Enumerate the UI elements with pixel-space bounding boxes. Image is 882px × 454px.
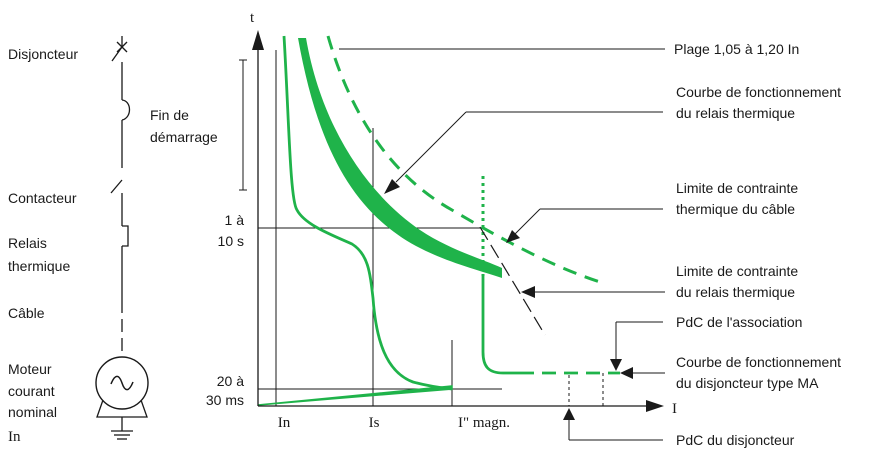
label-fin-de: Fin de bbox=[150, 107, 189, 123]
annotation-relay-limit-2: du relais thermique bbox=[676, 284, 795, 300]
x-tick-in: In bbox=[278, 415, 291, 431]
magnetic-coil bbox=[121, 99, 131, 121]
y-tick-20-30ms-line1: 20 à bbox=[217, 373, 244, 389]
relay-curve-band bbox=[298, 38, 502, 278]
label-in-motor: In bbox=[8, 429, 21, 445]
annotation-relay-curve-1: Courbe de fonctionnement bbox=[676, 84, 841, 100]
label-thermique: thermique bbox=[8, 258, 70, 274]
cable-limit-arrow-icon bbox=[506, 230, 520, 243]
annotation-pdc-assoc: PdC de l'association bbox=[676, 314, 802, 330]
label-cable: Câble bbox=[8, 305, 45, 321]
breaker-contact bbox=[111, 46, 123, 62]
annotation-pdc-breaker: PdC du disjoncteur bbox=[676, 432, 795, 448]
curves bbox=[257, 35, 620, 406]
label-nominal: nominal bbox=[8, 404, 57, 420]
relay-curve-arrow-icon bbox=[384, 179, 400, 194]
y-axis-arrow-icon bbox=[252, 30, 264, 50]
label-contacteur: Contacteur bbox=[8, 190, 77, 206]
annotation-relay-curve-2: du relais thermique bbox=[676, 105, 795, 121]
pdc-breaker-arrow-icon bbox=[563, 408, 575, 420]
label-moteur: Moteur bbox=[8, 361, 52, 377]
label-demarrage: démarrage bbox=[150, 129, 218, 145]
ac-wave-icon bbox=[110, 375, 134, 391]
y-tick-1-10s-line1: 1 à bbox=[225, 212, 245, 228]
x-axis-arrow-icon bbox=[646, 400, 664, 412]
circuit-schematic: ~ bbox=[95, 36, 149, 440]
thermal-relay-symbol bbox=[122, 225, 129, 247]
cable-limit-curve bbox=[326, 35, 604, 285]
startup-indicator: Fin de démarrage bbox=[150, 59, 247, 191]
motor-circle bbox=[95, 356, 149, 410]
y-tick-20-30ms-line2: 30 ms bbox=[206, 392, 244, 408]
breaker-curve-solid bbox=[481, 276, 520, 375]
relay-limit-arrow-icon bbox=[521, 286, 535, 298]
relay-curve-leader bbox=[395, 111, 467, 183]
y-tick-1-10s-line2: 10 s bbox=[218, 233, 244, 249]
label-disjoncteur: Disjoncteur bbox=[8, 46, 78, 62]
axes: t I 1 à 10 s 20 à 30 ms In Is I" magn. bbox=[206, 10, 677, 431]
circuit-labels: Disjoncteur Contacteur Relais thermique … bbox=[8, 46, 78, 445]
annotations: Plage 1,05 à 1,20 In Courbe de fonctionn… bbox=[339, 41, 841, 448]
annotation-cable-limit-1: Limite de contrainte bbox=[676, 180, 798, 196]
annotation-relay-limit-1: Limite de contrainte bbox=[676, 263, 798, 279]
annotation-cable-limit-2: thermique du câble bbox=[676, 201, 795, 217]
breaker-curve-arrow-icon bbox=[620, 367, 633, 379]
x-tick-imagn: I" magn. bbox=[458, 415, 510, 431]
x-axis-title: I bbox=[672, 401, 677, 417]
contactor-contact bbox=[110, 179, 123, 194]
annotation-breaker-curve-1: Courbe de fonctionnement bbox=[676, 354, 841, 370]
label-relais: Relais bbox=[8, 235, 47, 251]
x-tick-is: Is bbox=[369, 415, 380, 431]
motor-startup-curve bbox=[282, 35, 453, 391]
reference-lines bbox=[258, 50, 502, 406]
annotation-breaker-curve-2: du disjoncteur type MA bbox=[676, 375, 819, 391]
y-axis-title: t bbox=[250, 10, 255, 26]
label-courant: courant bbox=[8, 383, 55, 399]
annotation-plage: Plage 1,05 à 1,20 In bbox=[674, 41, 799, 57]
inrush-wedge bbox=[257, 385, 453, 406]
pdc-assoc-arrow-icon bbox=[610, 359, 622, 371]
cable-limit-leader bbox=[513, 208, 541, 236]
relay-limit-line bbox=[479, 226, 546, 336]
